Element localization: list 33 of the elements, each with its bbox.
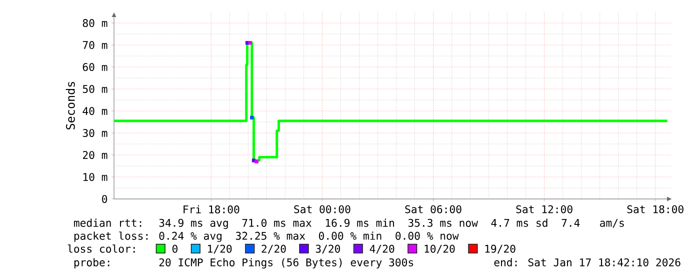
y-tick-label: 20 m <box>82 151 108 160</box>
text: packet loss: <box>74 232 148 242</box>
y-tick-label: 50 m <box>82 85 108 94</box>
y-tick-label: 70 m <box>82 41 108 50</box>
x-tick-label: Sat 18:00 <box>627 205 684 214</box>
x-tick-label: Sat 06:00 <box>405 205 462 214</box>
legend-title: loss color: <box>68 244 135 253</box>
x-tick-label: Fri 18:00 <box>184 205 240 214</box>
legend-label: 19/20 <box>485 244 516 254</box>
text: 0.24 % avg 32.25 % max 0.00 % min 0.00 % now <box>159 232 459 242</box>
y-tick-label: 40 m <box>82 107 108 116</box>
legend-label: 10/20 <box>424 244 455 254</box>
y-tick-label: 0 <box>102 195 108 204</box>
text: probe: <box>74 258 110 268</box>
y-tick-label: 30 m <box>82 129 108 138</box>
legend-label: 3/20 <box>316 244 340 254</box>
y-tick-label: 10 m <box>83 173 108 182</box>
text: 20 ICMP Echo Pings (56 Bytes) every 300s <box>159 258 414 269</box>
point <box>250 116 254 120</box>
legend-label: 4/20 <box>370 244 394 254</box>
y-tick-label: 80 m <box>82 19 108 28</box>
point <box>248 41 252 45</box>
legend-label: 0 <box>172 244 178 253</box>
x-tick-label: Sat 12:00 <box>516 205 572 214</box>
y-tick-label: 60 m <box>82 63 108 72</box>
legend-label: 2/20 <box>262 244 286 254</box>
text: 34.9 ms avg 71.0 ms max 16.9 ms min 35.3 ms now 4.7 ms sd 7.4 am/s <box>159 218 624 230</box>
text: median rtt: <box>74 218 142 227</box>
legend-label: 1/20 <box>208 244 232 254</box>
x-tick-label: Sat 00:00 <box>294 205 350 214</box>
text: end: Sat Jan 17 18:42:10 2026 <box>494 258 680 266</box>
y-axis-title: Seconds <box>66 82 75 130</box>
point <box>254 160 258 164</box>
